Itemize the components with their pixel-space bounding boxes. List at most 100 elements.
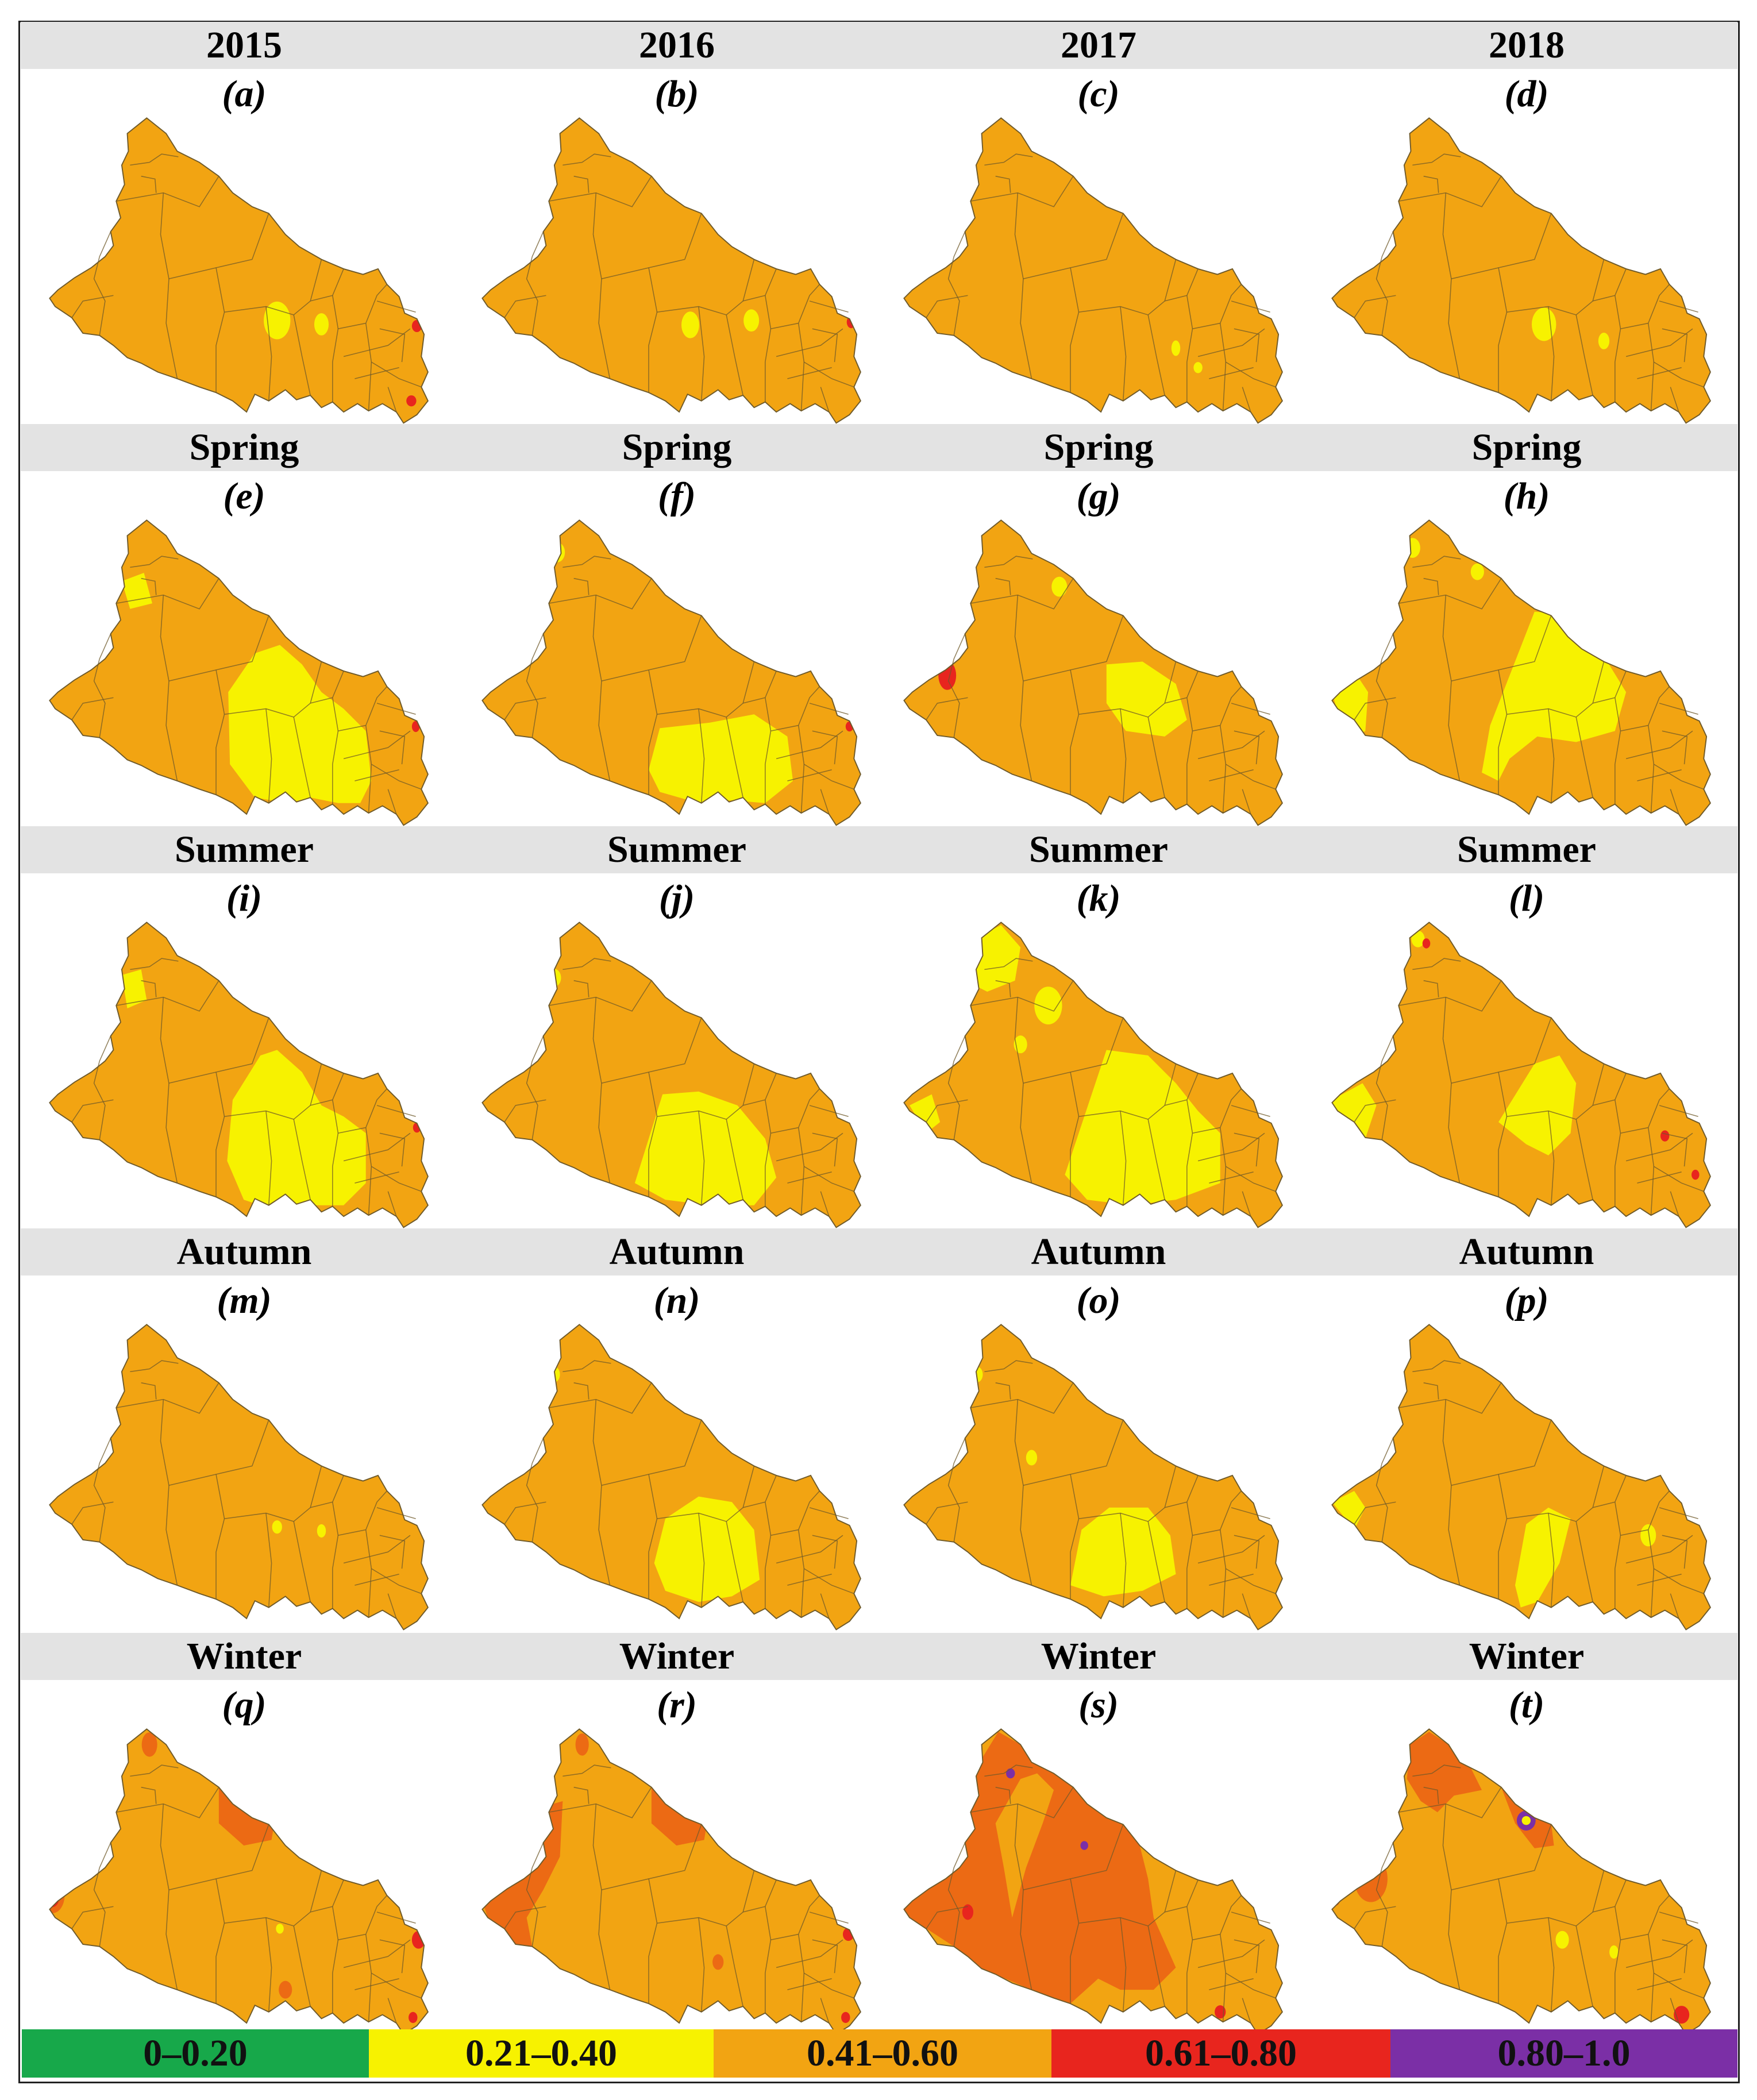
index-map <box>1331 922 1711 1228</box>
index-map <box>481 519 861 826</box>
panel-header: Spring <box>1471 426 1582 468</box>
class-region <box>1692 1169 1700 1180</box>
panel-header: Autumn <box>1031 1231 1166 1273</box>
map-outline <box>903 1324 1283 1631</box>
map-outline <box>1331 1324 1711 1631</box>
panel-label: (m) <box>217 1280 272 1321</box>
panel-label: (q) <box>222 1684 267 1726</box>
region-base <box>49 1324 428 1630</box>
class-region <box>1334 214 1348 233</box>
class-region <box>649 714 793 803</box>
map-outline <box>49 1324 429 1631</box>
district-boundaries <box>1354 153 1704 413</box>
class-region <box>1106 661 1187 737</box>
class-region <box>1531 307 1556 341</box>
class-region <box>1034 987 1062 1024</box>
legend-item: 0–0.20 <box>22 2029 369 2078</box>
class-region <box>317 1524 326 1538</box>
map-outline <box>903 1728 1283 2035</box>
class-region <box>1640 1524 1656 1547</box>
class-region <box>227 1050 366 1211</box>
panel-header: Winter <box>1469 1635 1585 1677</box>
index-map <box>903 519 1283 826</box>
header-band <box>21 22 1737 69</box>
panel-header: Summer <box>607 829 746 870</box>
class-region <box>1193 362 1203 373</box>
class-region <box>121 573 152 609</box>
panel-header: Autumn <box>176 1231 312 1273</box>
region-base <box>482 1324 861 1630</box>
map-outline <box>481 117 861 424</box>
class-region <box>1332 1890 1340 1906</box>
region-base <box>49 118 428 423</box>
index-map <box>903 1728 1283 2035</box>
index-map <box>49 519 429 826</box>
class-region <box>1404 538 1420 558</box>
header-band <box>21 1633 1737 1680</box>
class-region <box>995 1773 1054 1918</box>
class-region <box>49 1878 65 1913</box>
district-boundaries <box>504 153 854 413</box>
district-boundaries <box>71 958 422 1217</box>
class-region <box>1515 1507 1571 1608</box>
panel-label: (k) <box>1076 877 1121 919</box>
panel-header: Spring <box>1043 426 1154 468</box>
class-region <box>121 969 147 1008</box>
panel-header: 2016 <box>639 24 715 66</box>
region-base <box>482 1729 861 2035</box>
index-map <box>903 1324 1283 1631</box>
panel-label: (c) <box>1077 73 1120 115</box>
class-region <box>272 1520 282 1534</box>
map-outline <box>481 1324 861 1631</box>
district-boundaries <box>504 958 854 1217</box>
panel-label: (o) <box>1076 1280 1121 1321</box>
district-boundaries <box>926 556 1276 815</box>
panel-label: (e) <box>223 475 265 517</box>
class-region <box>970 925 1021 992</box>
class-region <box>522 995 531 1007</box>
class-region <box>904 1732 1176 2004</box>
class-region <box>634 1091 777 1205</box>
district-boundaries <box>926 153 1276 413</box>
map-outline <box>481 922 861 1228</box>
district-boundaries <box>926 958 1276 1217</box>
index-map <box>49 1324 429 1631</box>
map-outline <box>1331 519 1711 826</box>
class-region <box>549 542 565 562</box>
region-base <box>1332 1729 1710 2035</box>
class-region <box>501 184 519 209</box>
map-outline <box>481 1728 861 2035</box>
index-map <box>49 922 429 1228</box>
class-region <box>1422 938 1431 949</box>
map-outline <box>903 922 1283 1228</box>
panel-header: Autumn <box>609 1231 745 1273</box>
class-region <box>526 592 537 606</box>
index-map <box>1331 1324 1711 1631</box>
class-region <box>910 1094 941 1134</box>
district-boundaries <box>504 556 854 815</box>
class-region <box>1598 332 1610 349</box>
class-region <box>1521 1816 1531 1825</box>
class-region <box>1006 1768 1015 1779</box>
district-boundaries <box>1354 958 1704 1217</box>
panel-label: (h) <box>1503 475 1550 517</box>
class-region <box>944 1394 958 1412</box>
index-map <box>481 922 861 1228</box>
index-map <box>903 117 1283 424</box>
class-region <box>520 1392 536 1415</box>
class-region <box>938 661 957 690</box>
district-boundaries <box>1354 1360 1704 1619</box>
class-region <box>264 301 291 340</box>
panel-header: 2015 <box>206 24 282 66</box>
map-outline <box>1331 1728 1711 2035</box>
class-region <box>411 720 420 733</box>
panel-header: Spring <box>189 426 299 468</box>
district-boundaries <box>504 1360 854 1619</box>
panel-label: (d) <box>1504 73 1549 115</box>
panel-label: (l) <box>1508 877 1545 919</box>
district-boundaries <box>1354 1764 1704 2024</box>
class-region <box>1555 1931 1569 1949</box>
class-region <box>314 313 329 336</box>
legend-item: 0.41–0.60 <box>714 2029 1051 2078</box>
class-region <box>950 191 960 203</box>
